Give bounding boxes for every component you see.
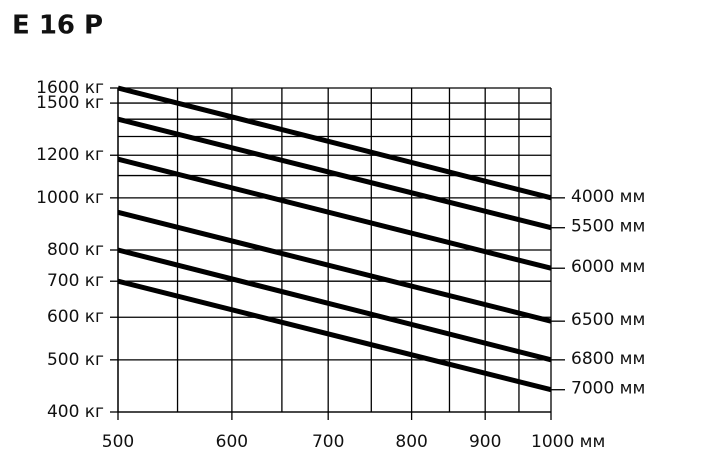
series-label: 6500 мм [571, 310, 645, 330]
series-label: 6000 мм [571, 257, 645, 277]
series-line [117, 278, 552, 393]
series-line [117, 156, 552, 271]
series-label: 7000 мм [571, 379, 645, 399]
y-tick-label: 800 кг [47, 240, 104, 260]
x-tick-label: 900 [469, 432, 501, 452]
series-line [117, 85, 552, 201]
y-tick-label: 1000 кг [36, 188, 104, 208]
series-line [117, 116, 552, 231]
x-tick-label: 800 [395, 432, 427, 452]
series-label: 6800 мм [571, 349, 645, 369]
x-tick-label: 600 [216, 432, 248, 452]
y-tick-label: 400 кг [47, 402, 104, 422]
chart-title: E 16 P [12, 11, 103, 41]
x-tick-label: 1000 мм [531, 432, 605, 452]
y-tick-label: 500 кг [47, 350, 104, 370]
y-tick-label: 700 кг [47, 271, 104, 291]
series-label: 4000 мм [571, 187, 645, 207]
series-line [117, 209, 552, 324]
y-tick-label: 1600 кг [36, 78, 104, 98]
x-tick-label: 700 [312, 432, 344, 452]
y-tick-label: 1200 кг [36, 145, 104, 165]
x-tick-label: 500 [102, 432, 134, 452]
series-label: 5500 мм [571, 217, 645, 237]
series-line [117, 247, 552, 363]
y-tick-label: 1500 кг [36, 93, 104, 113]
y-tick-label: 600 кг [47, 307, 104, 327]
